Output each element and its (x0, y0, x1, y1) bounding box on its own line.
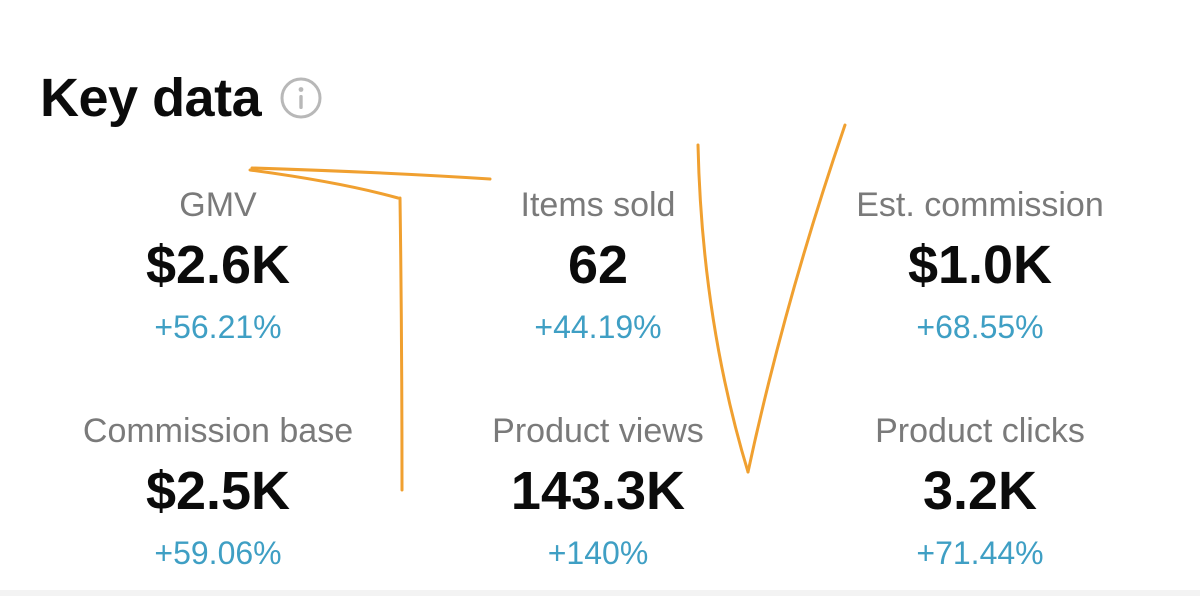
metric-product-clicks[interactable]: Product clicks 3.2K +71.44% (790, 406, 1170, 580)
metric-value: $1.0K (907, 235, 1053, 295)
metric-product-views[interactable]: Product views 143.3K +140% (408, 406, 788, 580)
section-title: Key data (40, 68, 262, 128)
metric-change: +71.44% (916, 535, 1044, 571)
metric-label: Product clicks (875, 412, 1085, 450)
key-data-header: Key data (40, 62, 323, 134)
metric-change: +44.19% (534, 309, 662, 345)
metric-change: +68.55% (916, 309, 1044, 345)
bottom-divider (0, 590, 1200, 596)
metric-value: 62 (567, 235, 629, 295)
metric-label: Commission base (82, 412, 354, 450)
annotation-stroke-t-bar (250, 166, 492, 181)
metric-commission-base[interactable]: Commission base $2.5K +59.06% (28, 406, 408, 580)
metric-value: 3.2K (922, 461, 1038, 521)
metric-est-commission[interactable]: Est. commission $1.0K +68.55% (790, 180, 1170, 354)
metric-label: Items sold (520, 186, 676, 224)
metric-change: +56.21% (154, 309, 282, 345)
metric-value: $2.6K (145, 235, 291, 295)
metric-label: Product views (492, 412, 704, 450)
metric-gmv[interactable]: GMV $2.6K +56.21% (28, 180, 408, 354)
metric-label: GMV (179, 186, 257, 224)
metric-change: +59.06% (154, 535, 282, 571)
metrics-grid: GMV $2.6K +56.21% Items sold 62 +44.19% … (0, 180, 1200, 596)
info-circle-icon[interactable] (279, 76, 323, 120)
metric-label: Est. commission (856, 186, 1104, 224)
metric-items-sold[interactable]: Items sold 62 +44.19% (408, 180, 788, 354)
metric-change: +140% (547, 535, 649, 571)
metric-value: 143.3K (510, 461, 686, 521)
metric-value: $2.5K (145, 461, 291, 521)
